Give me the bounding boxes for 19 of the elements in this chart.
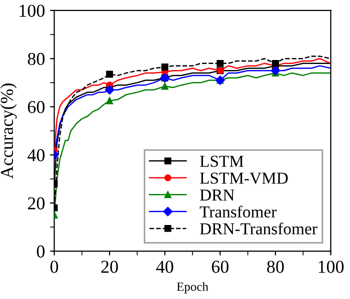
- y-tick-label: 60: [28, 101, 45, 114]
- x-axis-title: Epoch: [176, 282, 208, 294]
- legend-label: LSTM-VMD: [200, 172, 288, 184]
- legend-label: LSTM: [200, 156, 244, 167]
- legend-label: DRN: [200, 190, 234, 201]
- x-tick-label: 20: [101, 260, 118, 273]
- y-tick-label: 100: [20, 4, 45, 17]
- y-tick-label: 80: [28, 52, 45, 66]
- y-tick-label: 40: [28, 149, 45, 162]
- x-tick-label: 40: [156, 260, 174, 273]
- legend-label: Transfomer: [200, 206, 277, 218]
- x-tick-label: 80: [267, 260, 284, 273]
- x-tick-label: 60: [212, 260, 228, 273]
- y-axis-title: Accuracy(%): [0, 83, 17, 179]
- y-tick-label: 20: [28, 197, 45, 210]
- y-tick-label: 0: [36, 245, 45, 258]
- x-tick-label: 0: [50, 260, 58, 273]
- x-tick-label: 100: [318, 260, 344, 273]
- legend-label: DRN-Transfomer: [200, 222, 318, 234]
